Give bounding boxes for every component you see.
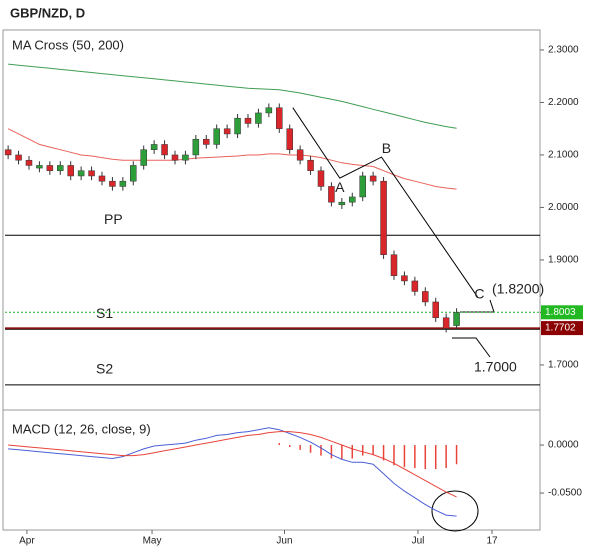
candle-body: [328, 186, 335, 203]
price-tag: [541, 321, 583, 336]
pivot-label: S2: [96, 361, 113, 377]
y-tick-label: 2.1000: [548, 150, 579, 161]
y-tick-label: 0.0000: [548, 440, 579, 451]
candle-body: [213, 128, 220, 145]
candle-body: [57, 165, 64, 171]
candle-body: [171, 154, 179, 161]
candle-body: [380, 180, 387, 255]
candle-body: [349, 196, 356, 203]
candle-body: [150, 144, 158, 150]
candle-body: [192, 138, 200, 156]
candle-body: [442, 317, 450, 329]
y-tick-label: 1.9000: [548, 255, 579, 266]
candle-body: [46, 165, 54, 171]
x-tick-label: Apr: [19, 536, 35, 547]
moving-average: [8, 63, 457, 129]
candle-body: [140, 149, 147, 166]
y-tick-label: 2.0000: [548, 202, 579, 213]
x-tick-label: Jun: [276, 536, 292, 547]
candle-body: [338, 201, 346, 206]
candle-body: [296, 149, 304, 161]
candle-body: [130, 165, 137, 182]
candle-body: [317, 170, 325, 187]
pattern-label: B: [382, 140, 391, 156]
candle-body: [182, 154, 189, 161]
candle-body: [369, 175, 377, 182]
pivot-label: PP: [104, 211, 123, 227]
pattern-line: [292, 107, 478, 297]
pattern-label: A: [335, 179, 345, 195]
candle-body: [4, 149, 12, 156]
candle-body: [98, 175, 106, 182]
signal-line: [8, 431, 457, 498]
candle-body: [203, 138, 210, 145]
macd-line: [8, 427, 457, 517]
candle-body: [15, 154, 22, 161]
x-tick-label: Jul: [412, 536, 425, 547]
candle-body: [119, 180, 127, 187]
candle-body: [422, 291, 429, 303]
annotation: 1.7000: [474, 359, 517, 375]
candle-body: [411, 280, 419, 292]
pivot-label: S1: [96, 305, 113, 321]
candle-body: [432, 301, 439, 318]
candle-body: [255, 112, 262, 124]
candle-body: [36, 165, 43, 169]
x-tick-label: May: [143, 536, 162, 547]
panel-title: MA Cross (50, 200): [12, 37, 124, 52]
y-tick-label: 2.3000: [548, 45, 579, 56]
candle-body: [286, 128, 293, 150]
candle-body: [234, 117, 241, 135]
price-tag-label: 1.8003: [545, 307, 576, 318]
price-tag-label: 1.7702: [545, 323, 576, 334]
macd-title: MACD (12, 26, close, 9): [12, 421, 151, 436]
candle-body: [88, 170, 95, 177]
candle-body: [109, 180, 116, 187]
highlight-circle: [431, 490, 479, 532]
candle-body: [244, 117, 252, 124]
annotation: (1.8200): [492, 281, 544, 297]
moving-average: [7, 128, 457, 190]
candle-body: [223, 128, 231, 135]
candle-body: [359, 175, 366, 198]
chart-title: GBP/NZD, D: [10, 5, 85, 20]
annotation-connector: [452, 337, 491, 358]
y-tick-label: -0.0500: [548, 488, 582, 499]
y-tick-label: 2.2000: [548, 97, 579, 108]
candle-body: [453, 312, 460, 326]
candle-body: [276, 107, 283, 129]
candle-body: [67, 165, 74, 177]
candle-body: [401, 275, 408, 282]
frame: [2, 29, 541, 531]
candle-body: [25, 159, 33, 166]
price-tag: [541, 305, 583, 320]
candle-body: [390, 254, 398, 276]
candle-body: [77, 170, 85, 177]
candle-body: [265, 107, 273, 114]
pattern-label: C: [474, 285, 484, 301]
candle-body: [161, 144, 168, 156]
y-tick-label: 1.7000: [548, 360, 579, 371]
x-tick-label: 17: [486, 536, 498, 547]
candle-body: [307, 159, 314, 171]
